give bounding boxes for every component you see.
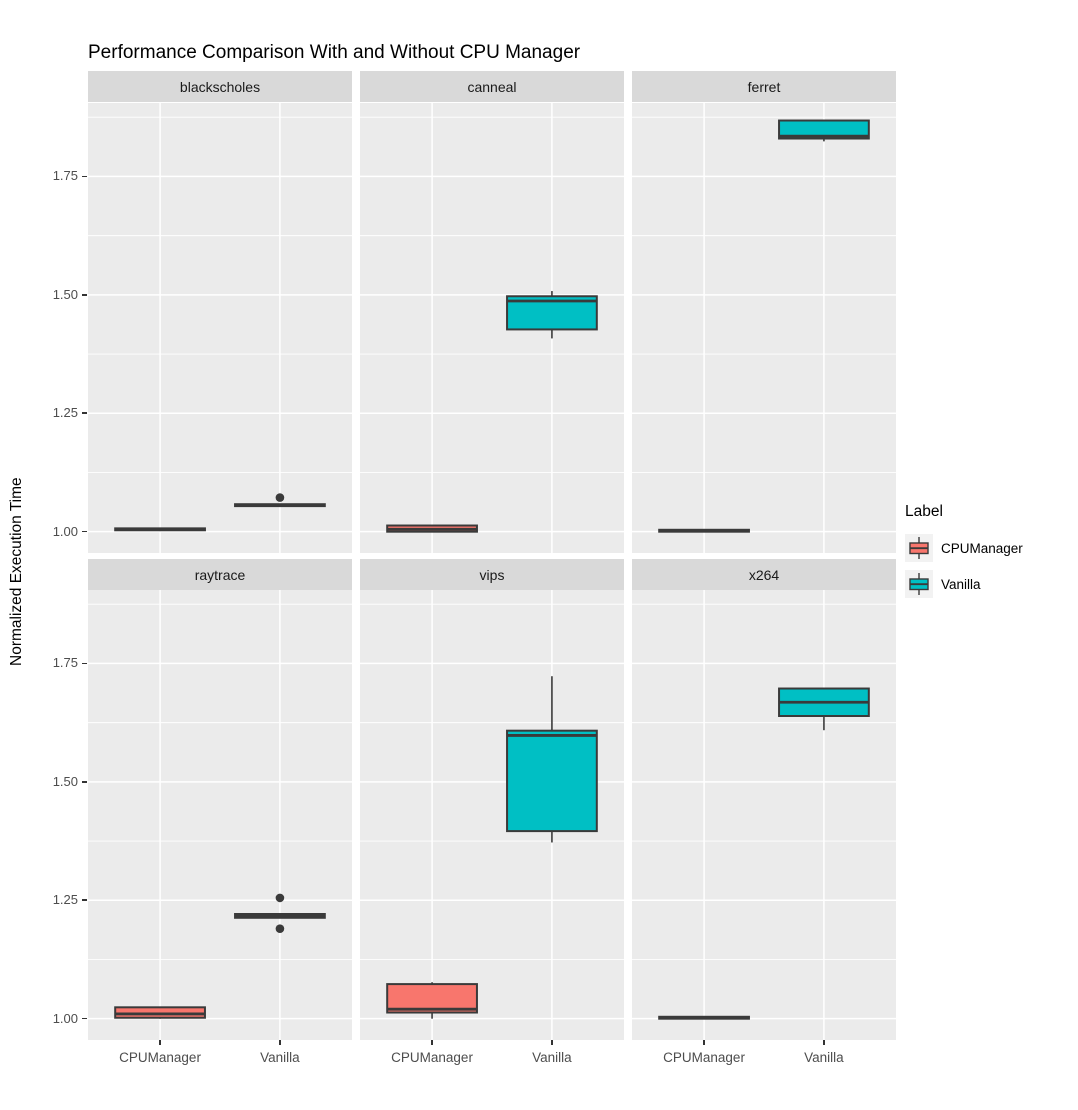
y-tick-mark [82,294,87,296]
chart-title: Performance Comparison With and Without … [88,42,581,63]
facet-strip-vips: vips [360,559,624,590]
boxplot-key-icon [905,534,933,562]
legend-item-vanilla: Vanilla [905,570,1023,598]
legend-title: Label [905,503,943,520]
x-tick-mark [159,1040,161,1045]
facet-panel-x264 [632,590,896,1040]
x-tick-label: CPUManager [119,1050,201,1065]
x-tick-label: CPUManager [391,1050,473,1065]
x-tick-mark [551,1040,553,1045]
legend: Label CPUManager Vanilla [905,503,1023,606]
facet-strip-blackscholes: blackscholes [88,71,352,102]
panel-background [88,103,352,553]
facet-strip-canneal: canneal [360,71,624,102]
y-tick-label: 1.75 [52,655,78,671]
y-tick-mark [82,781,87,783]
facet-strip-x264: x264 [632,559,896,590]
facet-panel-canneal [360,103,624,553]
y-tick-label: 1.00 [52,523,78,539]
y-tick-mark [82,530,87,533]
panel-background [88,590,352,1040]
boxplot-key-icon [905,570,933,598]
legend-item-label: Vanilla [941,576,981,592]
x-tick-mark [823,1040,825,1045]
y-tick-label: 1.75 [52,168,78,184]
y-tick-mark [82,662,87,665]
y-tick-label: 1.00 [52,1010,78,1026]
outlier-point [275,493,285,502]
box-vips-Vanilla [506,729,598,833]
x-tick-label: Vanilla [260,1050,300,1065]
y-tick-mark [82,412,87,415]
box-vips-CPUManager [386,983,478,1014]
legend-item-label: CPUManager [941,540,1023,556]
y-tick-label: 1.25 [52,892,78,908]
facet-panel-raytrace [88,590,352,1040]
x-tick-label: Vanilla [532,1050,572,1065]
facet-panel-ferret [632,103,896,553]
outlier-point [275,893,285,903]
y-tick-label: 1.50 [52,286,78,302]
facet-strip-ferret: ferret [632,71,896,102]
facet-panel-vips [360,590,624,1040]
y-tick-mark [82,1017,87,1020]
y-axis-title: Normalized Execution Time [8,477,25,666]
panel-background [632,103,896,553]
facet-strip-raytrace: raytrace [88,559,352,590]
outlier-point [275,924,285,933]
box-ferret-Vanilla [778,119,870,140]
x-tick-mark [279,1040,281,1045]
y-tick-label: 1.50 [52,773,78,789]
x-tick-label: Vanilla [804,1050,844,1065]
box-raytrace-CPUManager [114,1006,206,1019]
panel-background [632,590,896,1040]
y-tick-mark [82,175,87,178]
x-tick-label: CPUManager [663,1050,745,1065]
x-tick-mark [703,1040,705,1045]
y-tick-label: 1.25 [52,405,78,421]
y-tick-mark [82,899,87,902]
facet-panel-blackscholes [88,103,352,553]
x-tick-mark [431,1040,433,1045]
legend-item-cpumanager: CPUManager [905,534,1023,562]
